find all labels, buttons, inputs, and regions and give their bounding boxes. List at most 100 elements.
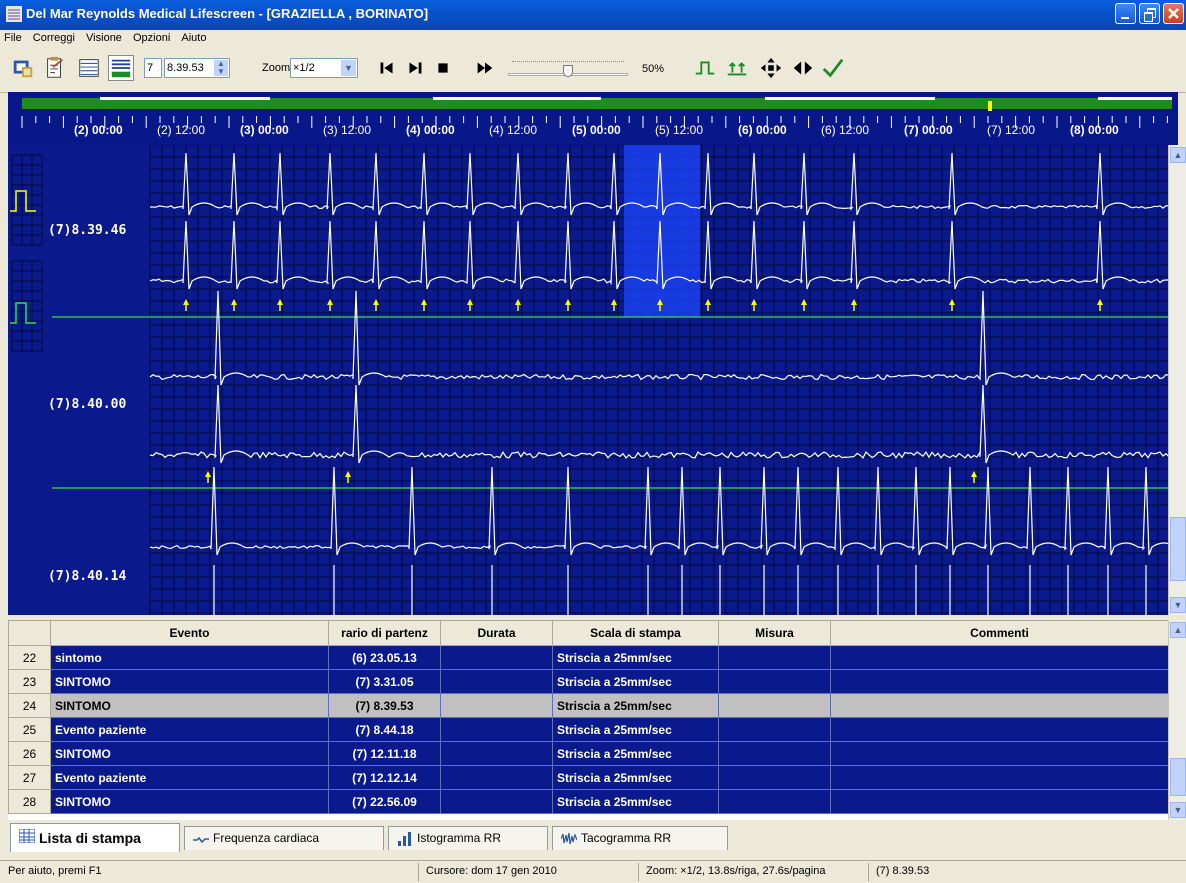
- close-icon: [1168, 8, 1179, 19]
- scroll-up-icon[interactable]: ▲: [1170, 622, 1186, 638]
- go-end-icon[interactable]: [402, 55, 428, 81]
- left-right-icon[interactable]: [790, 55, 816, 81]
- column-header-scala[interactable]: Scala di stampa: [552, 620, 719, 646]
- cell-orario: (7) 12.12.14: [328, 765, 441, 790]
- status-zoom: Zoom: ×1/2, 13.8s/riga, 27.6s/pagina: [646, 865, 826, 877]
- cell-orario: (7) 8.39.53: [328, 693, 441, 718]
- column-header-orario[interactable]: rario di partenz: [328, 620, 441, 646]
- ecg-scrollbar[interactable]: ▲ ▼: [1168, 145, 1186, 615]
- menu-correggi[interactable]: Correggi: [32, 32, 75, 44]
- toolbar: 7 8.39.53 ▲ ▼ Zoom ×1/2 ▼ 50%: [0, 48, 1186, 93]
- cell-orario: (6) 23.05.13: [328, 645, 441, 670]
- ecg-strip-display[interactable]: (7)8.39.46 (7)8.40.00 (7)8.40.14: [8, 145, 1168, 615]
- timeline-overview[interactable]: (2) 00:00 (2) 12:00 (3) 00:00 (3) 12:00 (4) …: [8, 92, 1178, 145]
- column-header-evento[interactable]: Evento: [50, 620, 329, 646]
- cell-commenti: [830, 789, 1169, 814]
- zoom-select[interactable]: ×1/2 ▼: [290, 58, 358, 78]
- column-header-misura[interactable]: Misura: [718, 620, 831, 646]
- tab-frequenza-cardiaca[interactable]: Frequenza cardiaca: [184, 826, 384, 850]
- strip-time-label: (7)8.40.14: [48, 569, 127, 584]
- ecg-traces[interactable]: [8, 145, 1168, 615]
- timeline-label: (3) 00:00: [240, 123, 289, 137]
- strip-time-label: (7)8.39.46: [48, 223, 127, 238]
- speed-slider[interactable]: [508, 55, 628, 81]
- cell-misura: [718, 669, 831, 694]
- column-header-durata[interactable]: Durata: [440, 620, 553, 646]
- scroll-down-icon[interactable]: ▼: [1170, 802, 1186, 818]
- cell-orario: (7) 3.31.05: [328, 669, 441, 694]
- window-title: Del Mar Reynolds Medical Lifescreen - [G…: [26, 6, 429, 21]
- menu-opzioni[interactable]: Opzioni: [133, 32, 171, 44]
- cell-evento: SINTOMO: [50, 789, 329, 814]
- menu-visione[interactable]: Visione: [86, 32, 122, 44]
- table-row[interactable]: 24 SINTOMO (7) 8.39.53 Striscia a 25mm/sec: [8, 693, 1169, 718]
- app-icon: [6, 6, 22, 22]
- fast-forward-icon[interactable]: [472, 55, 498, 81]
- status-cursor: Cursore: dom 17 gen 2010: [426, 865, 557, 877]
- scroll-up-icon[interactable]: ▲: [1170, 147, 1186, 163]
- speed-slider-thumb[interactable]: [563, 65, 573, 77]
- timeline-label: (2) 00:00: [74, 123, 123, 137]
- status-help: Per aiuto, premi F1: [8, 865, 102, 877]
- calibration-icon[interactable]: [724, 55, 750, 81]
- cell-durata: [440, 717, 553, 742]
- restore-button[interactable]: [1139, 3, 1160, 24]
- cell-commenti: [830, 693, 1169, 718]
- scroll-down-icon[interactable]: ▼: [1170, 597, 1186, 613]
- status-time: (7) 8.39.53: [876, 865, 930, 877]
- full-disclosure-icon[interactable]: [76, 55, 102, 81]
- strip-view-icon[interactable]: [108, 55, 134, 81]
- strip-time-label: (7)8.40.00: [48, 397, 127, 412]
- timeline-label: (6) 12:00: [821, 123, 870, 137]
- row-number: 23: [8, 669, 51, 694]
- notes-icon[interactable]: [42, 55, 68, 81]
- table-row[interactable]: 26 SINTOMO (7) 12.11.18 Striscia a 25mm/sec: [8, 741, 1169, 766]
- timeline-label: (5) 00:00: [572, 123, 621, 137]
- time-spinner[interactable]: ▲ ▼: [214, 60, 228, 76]
- tab-istogramma-rr[interactable]: Istogramma RR: [388, 826, 548, 850]
- row-number: 26: [8, 741, 51, 766]
- menu-aiuto[interactable]: Aiuto: [181, 32, 207, 44]
- cell-commenti: [830, 741, 1169, 766]
- column-header-commenti[interactable]: Commenti: [830, 620, 1169, 646]
- cell-scala: Striscia a 25mm/sec: [552, 765, 719, 790]
- minimize-button[interactable]: [1115, 3, 1136, 24]
- cell-misura: [718, 765, 831, 790]
- timeline-label: (5) 12:00: [655, 123, 704, 137]
- row-number: 24: [8, 693, 51, 718]
- tab-tacogramma-rr[interactable]: Tacogramma RR: [552, 826, 728, 850]
- table-row[interactable]: 22 sintomo (6) 23.05.13 Striscia a 25mm/sec: [8, 645, 1169, 670]
- table-row[interactable]: 27 Evento paziente (7) 12.12.14 Striscia a …: [8, 765, 1169, 790]
- timeline-label: (8) 00:00: [1070, 123, 1119, 137]
- column-header-num: [8, 620, 51, 646]
- confirm-check-icon[interactable]: [820, 55, 846, 81]
- cell-commenti: [830, 669, 1169, 694]
- pulse-marker-icon[interactable]: [692, 55, 718, 81]
- title-bar: Del Mar Reynolds Medical Lifescreen - [G…: [0, 0, 1186, 30]
- cell-scala: Striscia a 25mm/sec: [552, 717, 719, 742]
- scroll-thumb[interactable]: [1170, 517, 1186, 581]
- tab-label: Frequenza cardiaca: [213, 831, 320, 845]
- cell-misura: [718, 717, 831, 742]
- menu-file[interactable]: File: [4, 32, 22, 44]
- expand-icon[interactable]: [758, 55, 784, 81]
- cell-misura: [718, 741, 831, 766]
- table-row[interactable]: 25 Evento paziente (7) 8.44.18 Striscia a 2…: [8, 717, 1169, 742]
- day-field[interactable]: 7: [144, 58, 162, 78]
- table-scrollbar[interactable]: ▲ ▼: [1168, 620, 1186, 820]
- go-start-icon[interactable]: [374, 55, 400, 81]
- table-row[interactable]: 28 SINTOMO (7) 22.56.09 Striscia a 25mm/sec: [8, 789, 1169, 814]
- time-field[interactable]: 8.39.53 ▲ ▼: [164, 58, 230, 78]
- timeline-label: (2) 12:00: [157, 123, 206, 137]
- tab-lista-di-stampa[interactable]: Lista di stampa: [10, 823, 180, 852]
- cell-durata: [440, 693, 553, 718]
- timeline-label: (7) 00:00: [904, 123, 953, 137]
- patient-info-icon[interactable]: [10, 55, 36, 81]
- close-button[interactable]: [1163, 3, 1184, 24]
- timeline-bar[interactable]: [8, 92, 1178, 145]
- stop-icon[interactable]: [430, 55, 456, 81]
- cell-scala: Striscia a 25mm/sec: [552, 741, 719, 766]
- scroll-thumb[interactable]: [1170, 758, 1186, 796]
- chevron-down-icon: ▼: [341, 60, 356, 76]
- table-row[interactable]: 23 SINTOMO (7) 3.31.05 Striscia a 25mm/sec: [8, 669, 1169, 694]
